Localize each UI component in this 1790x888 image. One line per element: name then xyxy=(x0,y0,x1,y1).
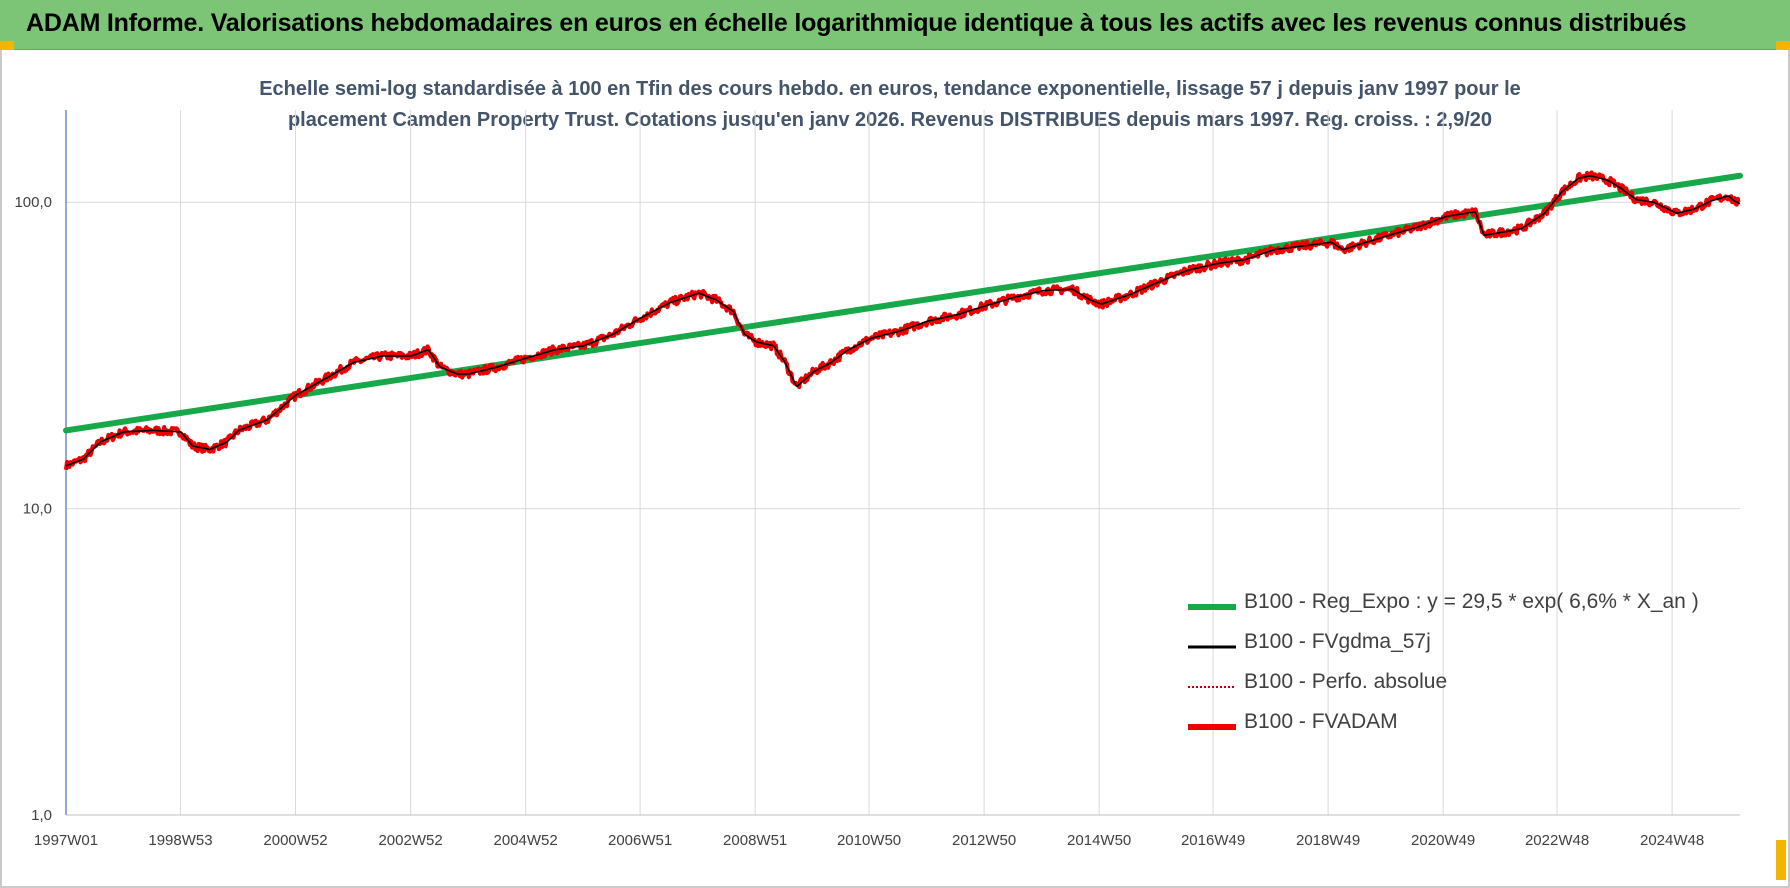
x-tick-label: 2006W51 xyxy=(608,832,672,849)
legend-swatch-perfo xyxy=(1188,686,1236,688)
legend-swatch-regression xyxy=(1188,604,1236,610)
chart-title-line-1: Echelle semi-log standardisée à 100 en T… xyxy=(259,78,1521,100)
legend-label-fvgdma: B100 - FVgdma_57j xyxy=(1244,630,1431,653)
x-tick-label: 2004W52 xyxy=(494,832,558,849)
chart-title-line-2: placement Camden Property Trust. Cotatio… xyxy=(287,109,1493,131)
legend-label-fvadam: B100 - FVADAM xyxy=(1244,710,1398,733)
x-tick-label: 1997W01 xyxy=(34,832,98,849)
corner-marker-top-right xyxy=(1776,41,1790,50)
x-tick-label: 2012W50 xyxy=(952,832,1016,849)
chart-title: Echelle semi-log standardisée à 100 en T… xyxy=(200,74,1580,136)
x-tick-label: 2002W52 xyxy=(378,832,442,849)
corner-marker-bottom-right xyxy=(1776,840,1786,880)
x-tick-label: 2000W52 xyxy=(263,832,327,849)
series-regression-line xyxy=(63,172,1743,434)
corner-marker-top-left xyxy=(0,41,14,50)
legend-label-perfo: B100 - Perfo. absolue xyxy=(1244,670,1448,693)
legend-swatch-fvgdma xyxy=(1188,645,1236,649)
x-tick-label: 1998W53 xyxy=(148,832,212,849)
x-tick-label: 2022W48 xyxy=(1525,832,1589,849)
y-tick-label: 1,0 xyxy=(31,807,52,824)
x-tick-label: 2016W49 xyxy=(1181,832,1245,849)
series-fvadam-line xyxy=(63,170,1741,471)
x-tick-label: 2024W48 xyxy=(1640,832,1704,849)
y-tick-label: 10,0 xyxy=(23,501,52,518)
x-tick-label: 2020W49 xyxy=(1411,832,1475,849)
page-title: ADAM Informe. Valorisations hebdomadaire… xyxy=(26,9,1687,37)
legend-swatch-fvadam xyxy=(1188,724,1236,730)
x-tick-label: 2008W51 xyxy=(723,832,787,849)
x-tick-label: 2014W50 xyxy=(1067,832,1131,849)
x-tick-label: 2018W49 xyxy=(1296,832,1360,849)
series-fvgdma-line xyxy=(65,175,1741,467)
legend-label-regression: B100 - Reg_Expo : y = 29,5 * exp( 6,6% *… xyxy=(1244,590,1699,613)
x-tick-label: 2010W50 xyxy=(837,832,901,849)
header-bar: ADAM Informe. Valorisations hebdomadaire… xyxy=(0,0,1790,50)
y-tick-label: 100,0 xyxy=(14,194,52,211)
